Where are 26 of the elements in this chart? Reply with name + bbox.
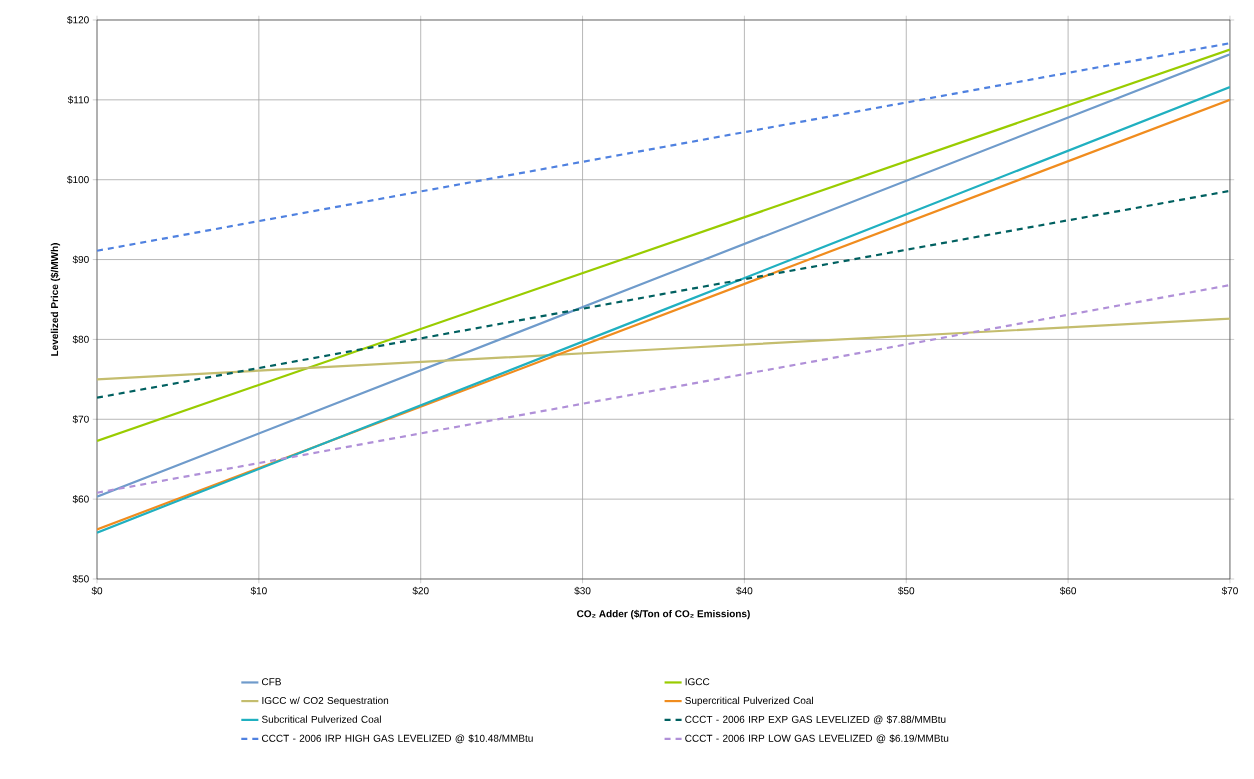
- x-axis-title: CO₂ Adder ($/Ton of CO₂ Emissions): [577, 609, 750, 620]
- legend-label: Supercritical Pulverized Coal: [685, 696, 813, 707]
- y-tick-label: $50: [72, 574, 89, 584]
- y-tick-label: $100: [67, 175, 89, 184]
- y-tick-label: $120: [67, 15, 89, 25]
- legend-label: CCCT - 2006 IRP EXP GAS LEVELIZED @ $7.88/MMBtu: [685, 715, 946, 725]
- y-axis-title: Levelized Price ($/MWh): [50, 243, 61, 356]
- y-tick-label: $110: [67, 95, 89, 104]
- legend-label: CFB: [261, 678, 281, 686]
- x-tick-label: $60: [1059, 586, 1077, 595]
- legend-label: IGCC w/ CO2 Sequestration: [262, 696, 389, 707]
- x-tick-label: $0: [91, 586, 103, 595]
- legend-label: IGCC: [685, 678, 710, 686]
- x-tick-label: $50: [898, 586, 915, 595]
- y-tick-label: $90: [72, 255, 89, 264]
- legend-label: CCCT - 2006 IRP LOW GAS LEVELIZED @ $6.19/MMBtu: [685, 734, 949, 744]
- x-tick-label: $30: [574, 586, 591, 595]
- x-tick-label: $40: [736, 586, 753, 595]
- y-tick-label: $70: [72, 415, 89, 424]
- x-tick-label: $70: [1221, 586, 1238, 595]
- y-tick-label: $80: [72, 335, 89, 344]
- x-tick-label: $20: [412, 586, 429, 595]
- x-tick-label: $10: [250, 586, 267, 595]
- legend-label: CCCT - 2006 IRP HIGH GAS LEVELIZED @ $10.48/MMBtu: [261, 734, 533, 744]
- legend-label: Subcritical Pulverized Coal: [261, 715, 381, 723]
- y-tick-label: $60: [72, 495, 89, 504]
